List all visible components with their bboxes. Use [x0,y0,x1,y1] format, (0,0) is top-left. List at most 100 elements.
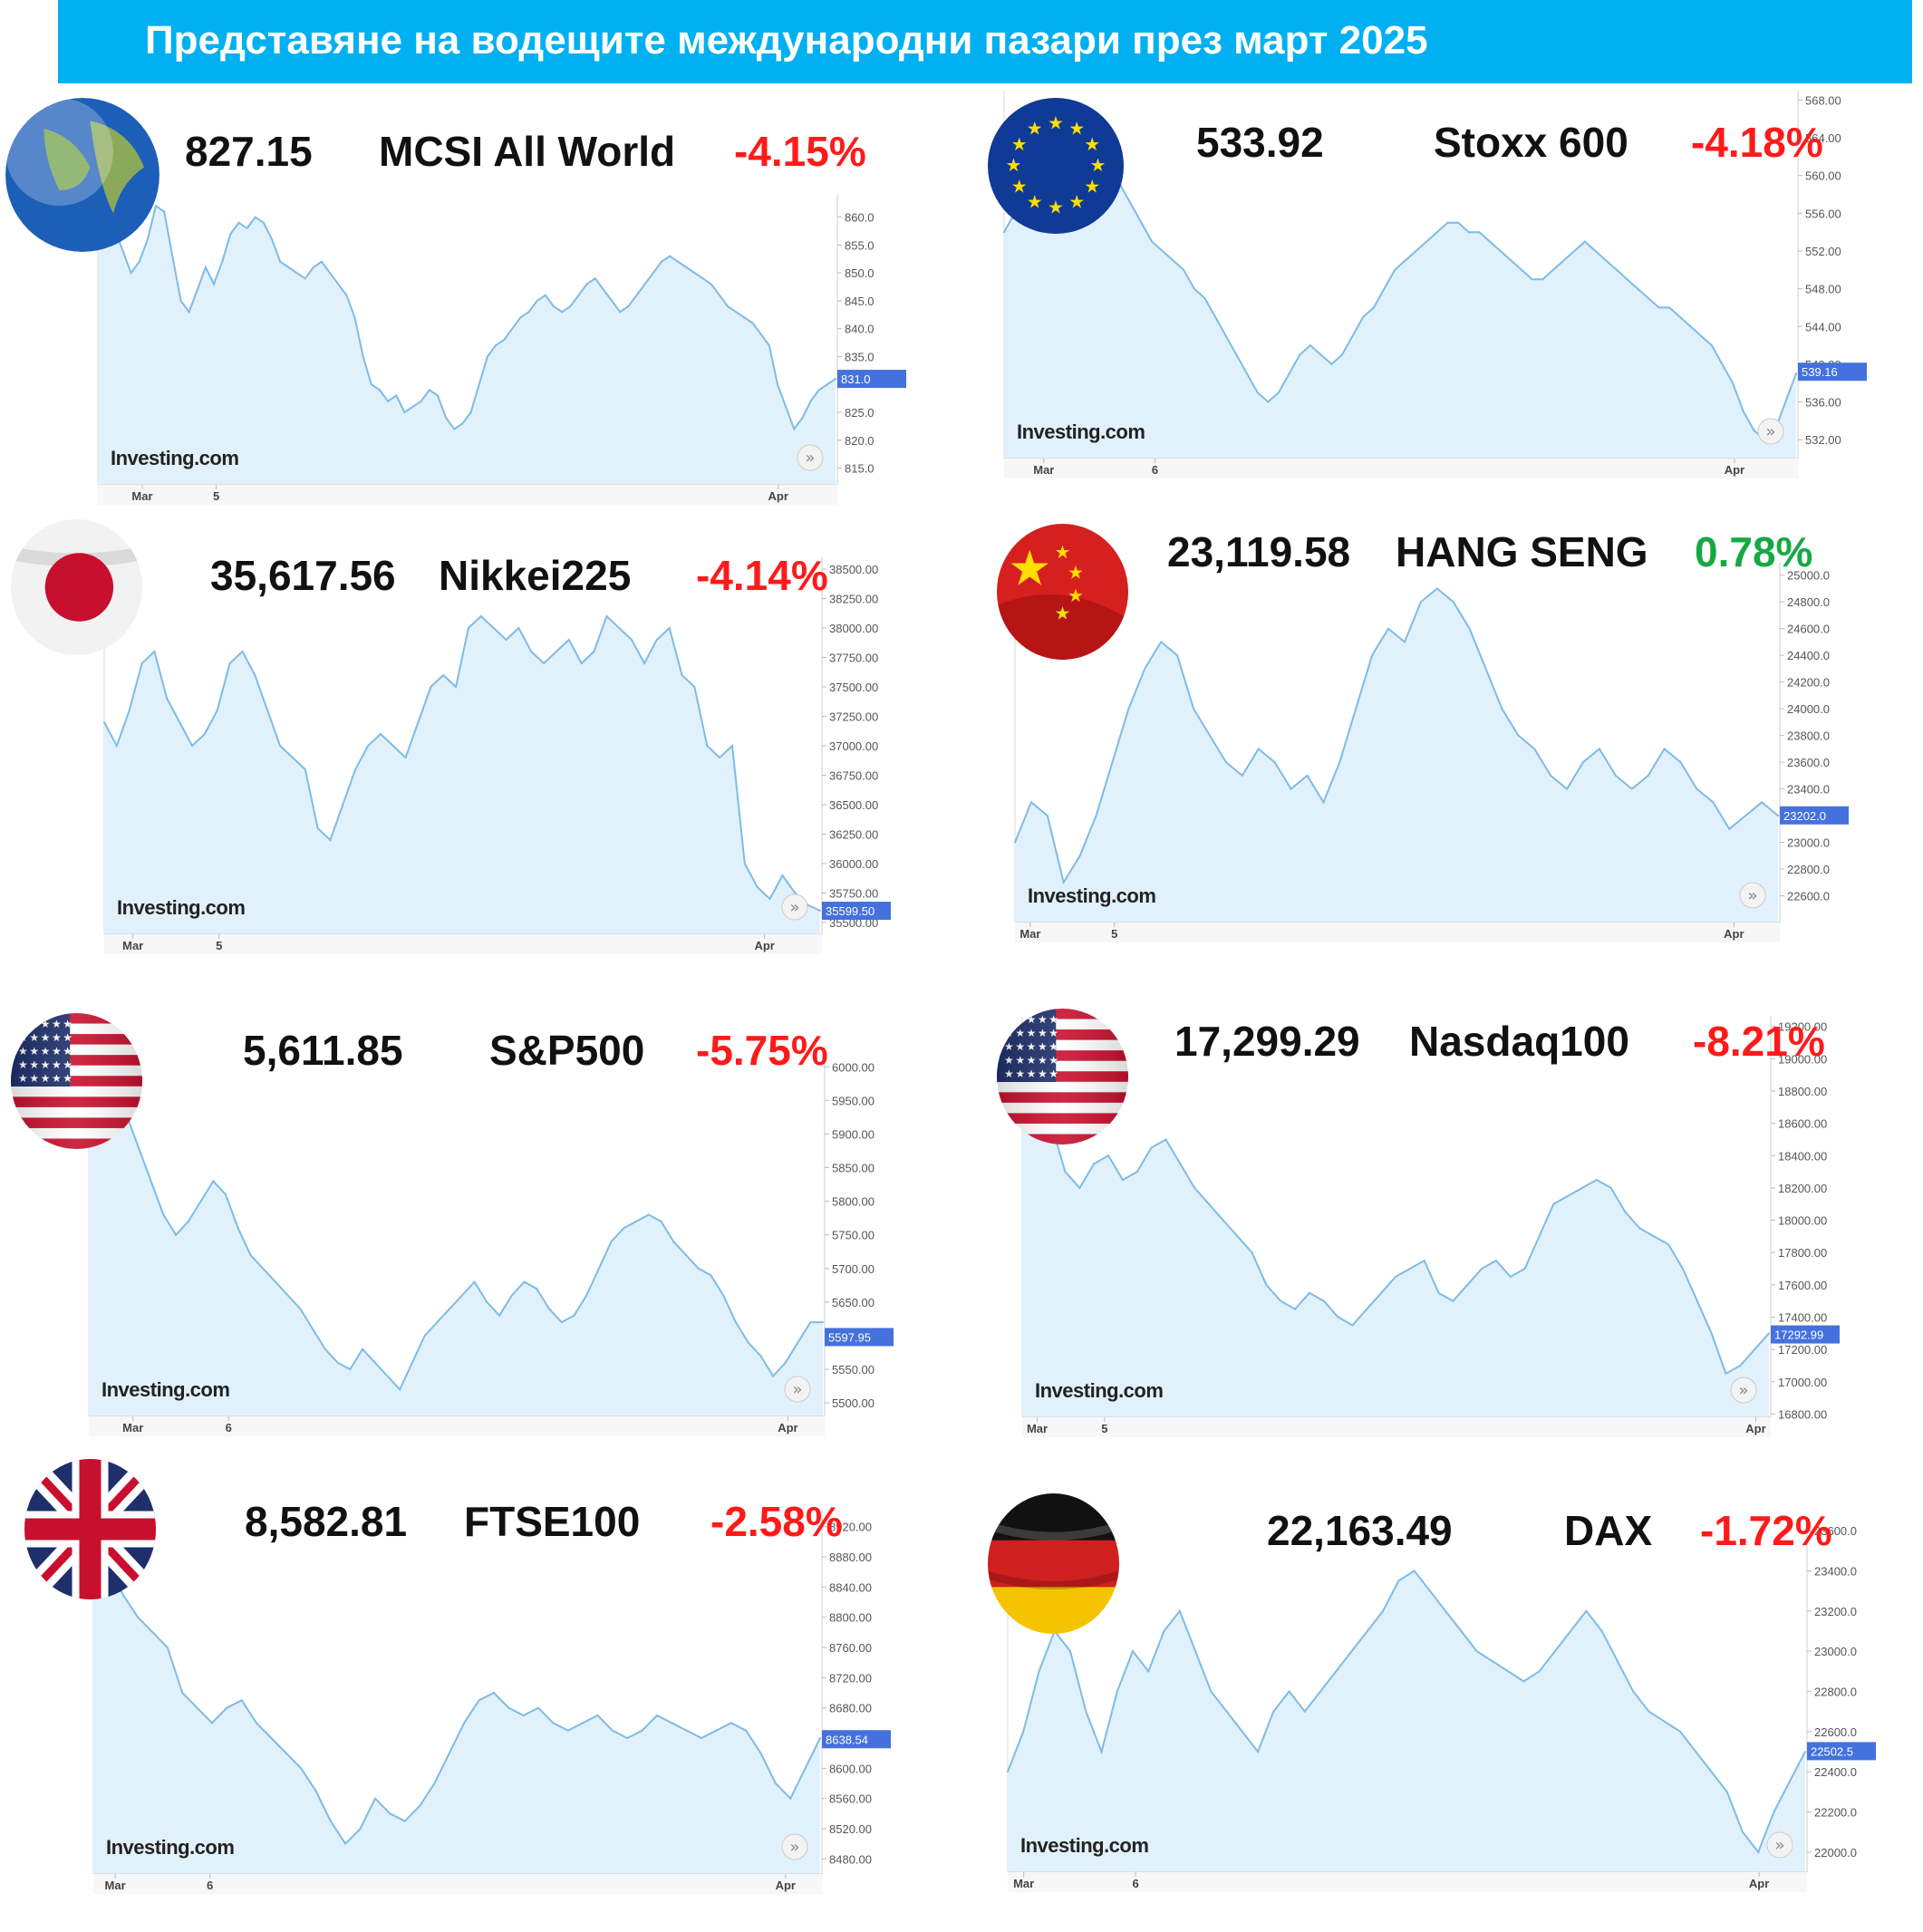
chart-stoxx-600-point [1309,344,1311,347]
chart-stoxx-600-panel: 568.00 564.00 560.00 556.00 552.00 548.00 544.… [1003,91,1867,478]
chart-mcsi-all-world-point [826,383,828,386]
double-chevron-right-icon: » [805,449,815,468]
chart-nikkei225-point [768,898,771,900]
chart-hang-seng-point [1403,641,1406,643]
chart-ftse100-scroll-latest-button[interactable]: » [781,1833,808,1860]
chart-dax-point [1632,1690,1635,1693]
chart-ftse100-ytick-label: 8920.00 [829,1521,872,1534]
chart-stoxx-600-percent-change: -4.18% [1691,119,1823,166]
chart-dax-scroll-latest-button[interactable]: » [1766,1831,1793,1859]
chart-mcsi-all-world-point [718,294,720,296]
chart-ftse100-point [240,1699,243,1702]
chart-nikkei225-point [530,651,533,652]
chart-nikkei225-point [316,827,319,829]
chart-nasdaq100-point [1064,1171,1067,1174]
chart-mcsi-all-world-scroll-latest-button[interactable]: » [797,444,824,471]
chart-s-p500-point [436,1321,439,1324]
svg-text:★: ★ [1011,175,1028,197]
chart-mcsi-all-world-point [155,205,158,208]
chart-dax-point [1100,1750,1103,1753]
chart-nikkei225-point [605,615,608,617]
chart-nasdaq100-point [1280,1299,1282,1302]
svg-text:★: ★ [1068,118,1085,140]
chart-nikkei225-point [379,733,382,735]
chart-stoxx-600-series-line [1003,164,1797,441]
svg-text:★: ★ [1090,154,1106,176]
chart-nikkei225-point [430,686,432,688]
chart-mcsi-all-world-point [602,288,604,291]
chart-hang-seng-point [1517,734,1520,737]
double-chevron-right-icon: » [792,1380,802,1399]
chart-nasdaq100-point [1768,1332,1770,1335]
chart-ftse100-point [759,1752,762,1754]
chart-ftse100-index-name: FTSE100 [464,1498,641,1545]
chart-stoxx-600-point [1700,334,1703,337]
chart-nasdaq100-percent-change: -8.21% [1693,1018,1825,1065]
chart-s-p500-xtick-label: Apr [778,1421,797,1435]
chart-nikkei225-point [417,721,420,723]
chart-nikkei225-ytick-label: 37500.00 [829,681,878,694]
chart-dax-percent-change: -1.72% [1700,1507,1832,1554]
chart-hang-seng-ytick-label: 25000.0 [1787,569,1830,583]
chart-stoxx-600-ytick-label: 532.00 [1805,433,1841,447]
chart-stoxx-600-point [1214,315,1217,318]
chart-mcsi-all-world-ytick-label: 845.0 [845,295,875,308]
chart-dax-point [1788,1781,1791,1783]
chart-nasdaq100-panel: 19200.00 19000.00 18800.00 18600.00 18400.00… [1021,1017,1840,1437]
chart-nikkei225-point [756,886,759,888]
chart-stoxx-600-point [1689,325,1692,328]
chart-dax-point [1413,1570,1416,1572]
chart-nasdaq100-point [1725,1372,1727,1375]
chart-hang-seng-point [1241,774,1243,777]
chart-nikkei225-scroll-latest-button[interactable]: » [781,894,808,921]
chart-nasdaq100-xtick-label: Mar [1027,1422,1048,1435]
chart-hang-seng-point [1387,627,1390,630]
chart-nasdaq100-point [1581,1186,1583,1189]
chart-nikkei225-point [241,651,244,652]
chart-ftse100-point [151,1631,154,1634]
chart-stoxx-600-point [1521,268,1523,271]
chart-dax-ytick-label: 23000.0 [1814,1645,1857,1658]
chart-nikkei225-point [794,892,797,894]
chart-mcsi-all-world-point [461,422,464,425]
svg-text:★: ★ [1008,540,1051,597]
chart-mcsi-all-world-point [793,428,796,430]
chart-nasdaq100-ytick-label: 18200.00 [1778,1182,1827,1195]
chart-ftse100-point [566,1729,569,1732]
chart-mcsi-all-world-point [304,277,306,280]
chart-ftse100-point [181,1692,184,1694]
chart-stoxx-600-xtick-label: Mar [1033,463,1054,477]
chart-mcsi-all-world-point [469,411,472,413]
chart-s-p500-ytick-label: 5950.00 [832,1094,875,1107]
chart-hang-seng-scroll-latest-button[interactable]: » [1739,882,1766,909]
chart-nasdaq100-point [1179,1163,1182,1165]
chart-mcsi-all-world-point [511,327,514,330]
chart-hang-seng-point [1224,761,1227,764]
chart-s-p500-ytick-label: 5850.00 [832,1162,875,1175]
chart-s-p500-last-price: 5,611.85 [243,1027,403,1074]
chart-ftse100-point [655,1715,658,1716]
chart-stoxx-600-scroll-latest-button[interactable]: » [1757,418,1784,445]
chart-mcsi-all-world-point [271,238,274,241]
chart-nasdaq100-point [1150,1146,1153,1149]
chart-stoxx-600-point [1573,249,1576,252]
chart-nasdaq100-scroll-latest-button[interactable]: » [1730,1377,1757,1404]
chart-nasdaq100-point [1107,1154,1110,1157]
chart-hang-seng-point [1630,787,1633,790]
chart-s-p500-point [349,1368,352,1371]
chart-hang-seng-point [1322,801,1325,804]
chart-mcsi-all-world-point [519,316,522,319]
chart-stoxx-600-ytick-label: 544.00 [1805,320,1841,333]
chart-dax-point [1600,1629,1603,1632]
chart-dax-xtick-label: Apr [1749,1877,1769,1890]
chart-nasdaq100-ytick-label: 16800.00 [1778,1407,1827,1421]
chart-s-p500-scroll-latest-button[interactable]: » [784,1376,811,1403]
chart-nikkei225-ytick-label: 35750.00 [829,887,878,901]
chart-ftse100-point [730,1722,732,1724]
chart-mcsi-all-world-point [569,305,572,308]
chart-nikkei225-ytick-label: 37000.00 [829,739,878,753]
chart-nikkei225-ytick-label: 37750.00 [829,652,878,665]
chart-dax-ytick-label: 22200.0 [1814,1805,1857,1819]
chart-hang-seng-point [1550,774,1552,777]
chart-mcsi-all-world-ytick-label: 815.0 [845,462,875,476]
